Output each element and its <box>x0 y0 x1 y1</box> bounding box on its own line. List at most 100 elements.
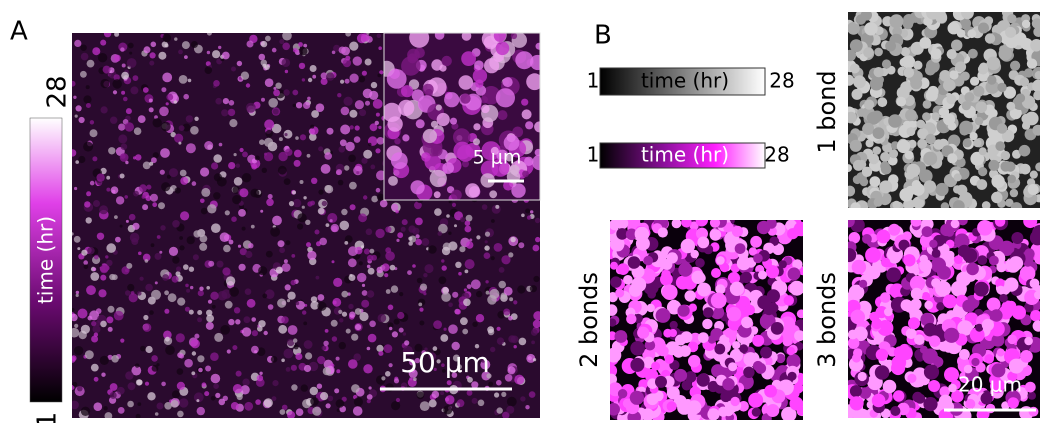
texture-dot <box>941 202 949 210</box>
texture-dot <box>423 292 426 295</box>
texture-dot <box>273 89 280 96</box>
texture-dot <box>883 380 897 394</box>
texture-dot <box>369 386 372 389</box>
texture-dot <box>509 297 513 301</box>
texture-dot <box>140 346 146 352</box>
texture-dot <box>985 33 995 43</box>
texture-dot <box>317 302 326 311</box>
texture-dot <box>350 125 354 129</box>
texture-dot <box>448 232 451 235</box>
texture-dot <box>88 316 93 321</box>
texture-dot <box>739 344 748 353</box>
texture-dot <box>932 249 941 258</box>
texture-dot <box>497 407 503 413</box>
texture-dot <box>300 180 304 184</box>
texture-dot <box>476 314 484 322</box>
texture-dot <box>151 355 158 362</box>
texture-dot <box>176 266 181 271</box>
texture-dot <box>647 393 659 405</box>
texture-dot <box>100 275 106 281</box>
texture-dot <box>520 396 525 401</box>
texture-dot <box>346 329 351 334</box>
texture-dot <box>220 232 230 242</box>
texture-dot <box>977 255 987 265</box>
texture-dot <box>392 331 398 337</box>
colorbar-max: 28 <box>764 143 789 167</box>
colorbar-title: time (hr) <box>641 143 729 167</box>
texture-dot <box>193 230 200 237</box>
texture-dot <box>696 214 708 226</box>
texture-dot <box>294 150 302 158</box>
texture-dot <box>135 363 139 367</box>
texture-dot <box>984 354 994 364</box>
texture-dot <box>213 383 219 389</box>
texture-dot <box>446 214 450 218</box>
image-label: 1 bond <box>813 70 841 153</box>
texture-dot <box>288 325 298 335</box>
texture-dot <box>944 343 953 352</box>
texture-dot <box>321 346 326 351</box>
texture-dot <box>205 366 211 372</box>
texture-dot <box>145 382 149 386</box>
texture-dot <box>473 138 480 145</box>
texture-dot <box>469 239 472 242</box>
texture-dot <box>188 79 192 83</box>
texture-dot <box>103 406 107 410</box>
texture-dot <box>234 177 243 186</box>
texture-dot <box>355 100 364 109</box>
texture-dot <box>886 267 901 282</box>
texture-dot <box>1032 18 1042 28</box>
texture-dot <box>194 117 198 121</box>
texture-dot <box>716 256 725 265</box>
texture-dot <box>213 80 220 87</box>
texture-dot <box>953 185 961 193</box>
texture-dot <box>610 262 618 270</box>
texture-dot <box>607 403 620 416</box>
texture-dot <box>83 260 88 265</box>
texture-dot <box>178 50 183 55</box>
texture-dot <box>74 187 77 190</box>
texture-dot <box>783 337 792 346</box>
texture-dot <box>244 316 251 323</box>
texture-dot <box>229 240 234 245</box>
texture-dot <box>73 96 76 99</box>
texture-dot <box>70 314 77 321</box>
texture-dot <box>669 329 677 337</box>
texture-dot <box>947 153 957 163</box>
texture-dot <box>510 237 515 242</box>
texture-dot <box>533 320 541 328</box>
texture-dot <box>651 362 660 371</box>
texture-dot <box>108 327 113 332</box>
texture-dot <box>175 187 181 193</box>
texture-dot <box>287 411 295 419</box>
texture-dot <box>307 154 311 158</box>
texture-dot <box>217 261 224 268</box>
texture-dot <box>385 247 391 253</box>
texture-dot <box>327 128 334 135</box>
texture-dot <box>110 383 118 391</box>
texture-dot <box>370 165 375 170</box>
texture-dot <box>1022 122 1030 130</box>
texture-dot <box>110 117 117 124</box>
texture-dot <box>488 382 493 387</box>
texture-dot <box>100 321 107 328</box>
texture-dot <box>465 226 472 233</box>
texture-dot <box>916 120 925 129</box>
texture-dot <box>517 285 525 293</box>
texture-dot <box>888 224 900 236</box>
texture-dot <box>923 397 937 411</box>
texture-dot <box>326 223 330 227</box>
texture-dot <box>127 284 134 291</box>
texture-dot <box>943 79 955 91</box>
colorbar-min: 1 <box>587 69 600 93</box>
texture-dot <box>361 158 367 164</box>
texture-dot <box>344 241 348 245</box>
texture-dot <box>979 147 987 155</box>
texture-dot <box>931 48 942 59</box>
texture-dot <box>179 354 184 359</box>
texture-dot <box>336 399 345 408</box>
texture-dot <box>525 121 533 129</box>
texture-dot <box>1007 14 1016 23</box>
texture-dot <box>341 291 348 298</box>
texture-dot <box>189 310 194 315</box>
